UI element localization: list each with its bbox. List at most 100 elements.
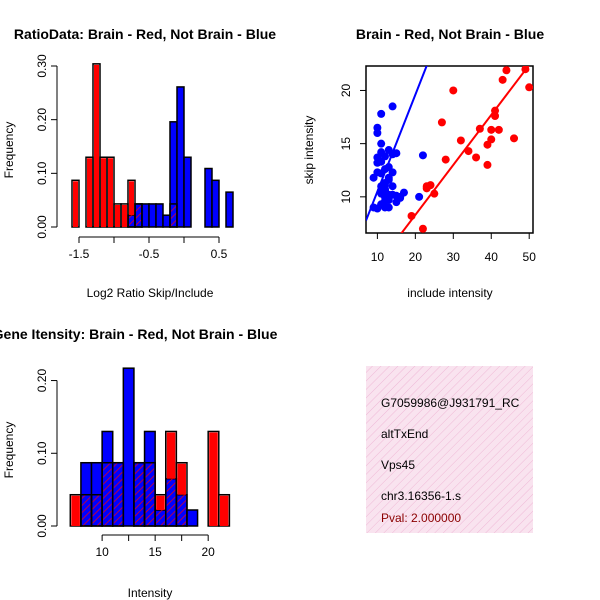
- red-point: [418, 224, 427, 233]
- ratio-y-tick-label: 0.00: [35, 215, 49, 239]
- red-point: [502, 66, 511, 75]
- red-point: [487, 125, 496, 134]
- info-event-type: altTxEnd: [381, 427, 428, 441]
- intensity-y-tick-label: 0.20: [35, 369, 49, 393]
- ratio-overlap-hatch: [171, 203, 176, 227]
- intensity-overlap-hatch: [166, 478, 176, 526]
- ratio-y-tick-label: 0.20: [35, 108, 49, 132]
- ratio-x-tick-label: -1.5: [69, 247, 90, 261]
- intensity-histogram-panel: Gene Itensity: Brain - Red, Not Brain - …: [0, 326, 278, 600]
- intensity-red-bar: [166, 432, 176, 479]
- ratio-blue-bar: [148, 203, 157, 228]
- ratio-red-bar-outline: [169, 203, 178, 228]
- blue-point: [388, 102, 397, 111]
- info-gene-symbol: Vps45: [381, 458, 415, 472]
- ratio-overlap-hatch: [129, 215, 134, 227]
- info-panel: G7059986@J931791_RC altTxEnd Vps45 chr3.…: [366, 366, 533, 533]
- scatter-x-tick-label: 20: [409, 250, 423, 264]
- scatter-axes: 10 20 30 40 50 10 15 20: [339, 83, 536, 264]
- blue-point: [380, 165, 389, 174]
- ratio-histogram-bars: [71, 63, 234, 228]
- ratio-histogram-axes: -1.5 -0.5 0.5 0.00 0.10 0.20 0.30: [35, 54, 228, 261]
- blue-point: [377, 109, 386, 118]
- intensity-overlap-hatch: [156, 510, 165, 526]
- scatter-y-tick-label: 15: [339, 137, 353, 151]
- scatter-plot-box: [365, 65, 534, 234]
- blue-point: [415, 192, 424, 201]
- ratio-red-bar: [122, 204, 127, 227]
- intensity-histogram-axes: 10 15 20 0.00 0.10 0.20: [35, 369, 215, 559]
- scatter-y-tick-label: 20: [339, 83, 353, 97]
- info-chrom-location: chr3.16356-1.s: [381, 489, 461, 503]
- ratio-blue-bar: [183, 156, 192, 228]
- blue-point: [384, 173, 393, 182]
- ratio-red-bar: [87, 158, 92, 227]
- blue-point: [384, 203, 393, 212]
- red-point: [491, 106, 500, 115]
- intensity-y-tick-label: 0.00: [35, 514, 49, 538]
- intensity-blue-bar: [186, 509, 199, 527]
- ratio-red-bar: [129, 181, 134, 216]
- intensity-red-bar: [71, 495, 80, 526]
- intensity-overlap-hatch: [113, 462, 123, 526]
- intensity-overlap-hatch: [177, 494, 186, 526]
- ratio-blue-bar: [162, 214, 171, 228]
- blue-point: [380, 152, 389, 161]
- intensity-overlap-hatch: [145, 462, 155, 526]
- intensity-overlap-hatch: [134, 462, 144, 526]
- ratio-blue-bar: [225, 191, 234, 228]
- blue-point: [373, 204, 382, 213]
- red-point: [456, 136, 465, 145]
- scatter-ylabel: skip intensity: [302, 116, 316, 185]
- ratio-red-bar: [94, 64, 99, 227]
- intensity-histogram-xlabel: Intensity: [128, 586, 173, 600]
- intensity-scatter-panel: Brain - Red, Not Brain - Blue include in…: [302, 26, 544, 300]
- blue-fit-line: [366, 66, 428, 221]
- intensity-x-tick-label: 15: [148, 545, 162, 559]
- scatter-x-tick-label: 50: [523, 250, 537, 264]
- blue-point: [369, 173, 378, 182]
- intensity-red-bar: [209, 432, 218, 526]
- scatter-marks: [366, 66, 533, 233]
- red-point: [475, 124, 484, 133]
- ratio-blue-bar: [211, 179, 220, 228]
- intensity-histogram-bars: [69, 367, 231, 527]
- ratio-histogram-title: RatioData: Brain - Red, Not Brain - Blue: [14, 26, 276, 42]
- blue-point: [373, 123, 382, 132]
- blue-point: [377, 139, 386, 148]
- intensity-overlap-hatch: [81, 494, 91, 526]
- ratio-blue-bar: [204, 167, 213, 228]
- red-point: [472, 153, 481, 162]
- ratio-red-bar: [101, 158, 106, 227]
- red-fit-line: [400, 66, 530, 233]
- scatter-title: Brain - Red, Not Brain - Blue: [356, 26, 544, 42]
- blue-point: [418, 151, 427, 160]
- intensity-y-tick-label: 0.10: [35, 441, 49, 465]
- red-point: [494, 125, 503, 134]
- intensity-blue-bar: [122, 367, 135, 527]
- red-point: [498, 75, 507, 84]
- red-point: [487, 135, 496, 144]
- blue-point: [396, 193, 405, 202]
- intensity-overlap-hatch: [103, 462, 112, 526]
- intensity-red-bar-outline: [175, 461, 188, 527]
- ratio-histogram-ylabel: Frequency: [2, 122, 16, 179]
- red-point: [441, 155, 450, 164]
- scatter-x-tick-label: 30: [447, 250, 461, 264]
- intensity-red-bar-outline: [111, 461, 125, 527]
- blue-point: [388, 182, 397, 191]
- red-point: [483, 160, 492, 169]
- red-point: [464, 147, 473, 156]
- ratio-overlap-hatch: [136, 203, 141, 227]
- ratio-histogram-panel: RatioData: Brain - Red, Not Brain - Blue…: [2, 26, 276, 300]
- red-point: [521, 66, 530, 74]
- ratio-red-bar: [108, 158, 113, 227]
- intensity-overlap-hatch: [92, 494, 102, 526]
- red-point: [449, 86, 458, 95]
- red-point: [407, 211, 416, 220]
- blue-point: [392, 149, 401, 158]
- intensity-red-bar: [219, 495, 229, 526]
- ratio-y-tick-label: 0.30: [35, 54, 49, 78]
- blue-point: [373, 158, 382, 167]
